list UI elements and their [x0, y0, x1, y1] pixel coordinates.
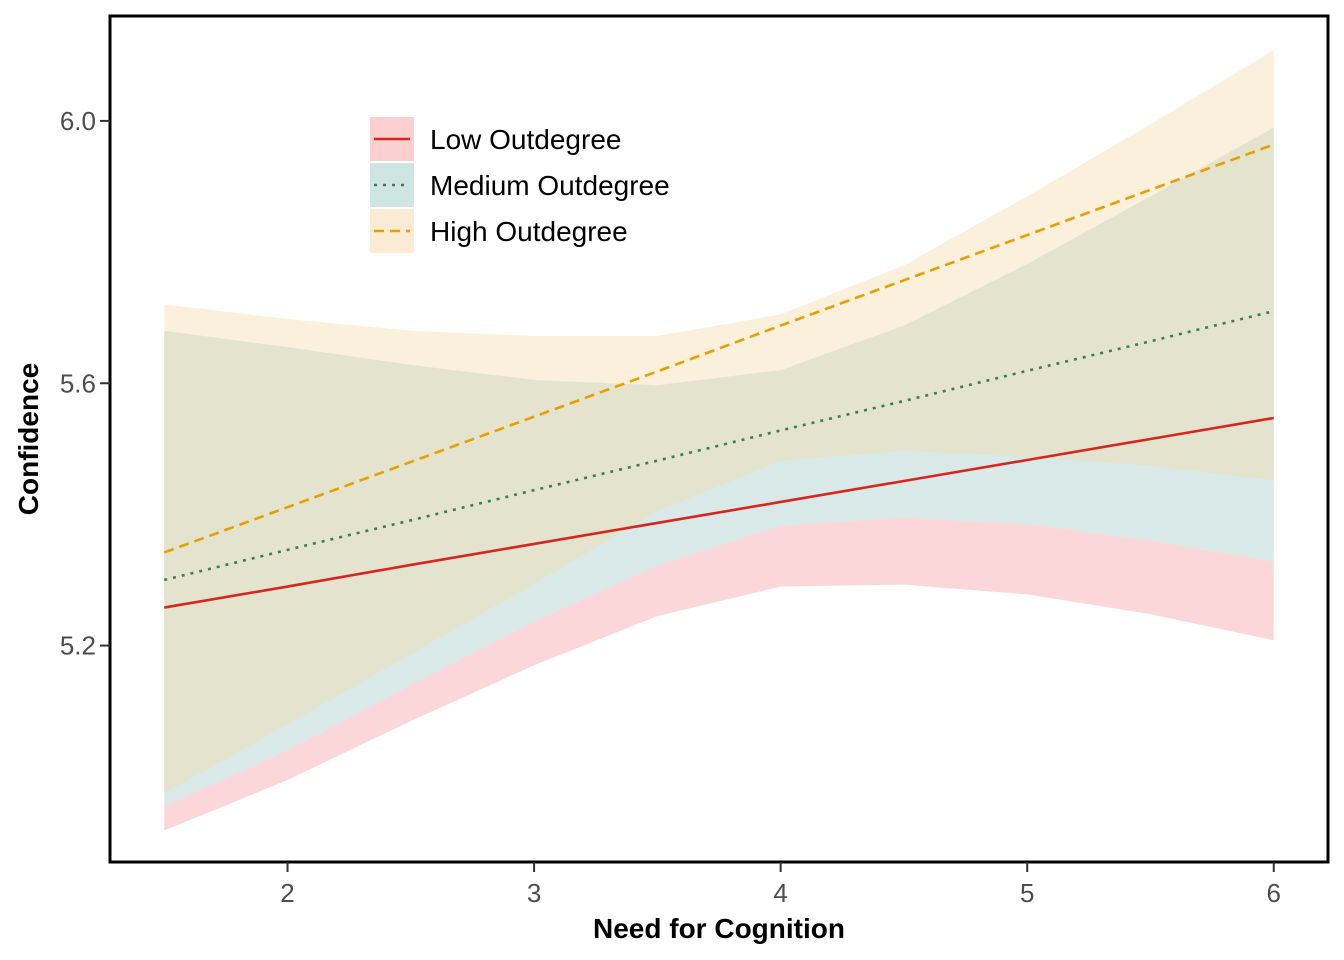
- legend-label-low-outdegree: Low Outdegree: [430, 124, 621, 155]
- band-medium-outdegree: [164, 127, 1274, 807]
- band-high-outdegree: [164, 50, 1274, 794]
- legend: Low Outdegree Medium Outdegree High Outdeg…: [370, 117, 670, 253]
- series-lines: [163, 143, 1275, 609]
- line-medium-outdegree: [163, 309, 1275, 582]
- x-tick-label-3: 3: [527, 878, 541, 908]
- y-axis: 5.2 5.6 6.0: [60, 106, 110, 661]
- legend-label-high-outdegree: High Outdegree: [430, 216, 628, 247]
- y-tick-label-6: 6.0: [60, 106, 96, 136]
- plot-frame: [108, 14, 1330, 864]
- x-tick-label-2: 2: [280, 878, 294, 908]
- line-low-outdegree: [164, 416, 1274, 609]
- x-tick-label-5: 5: [1020, 878, 1034, 908]
- x-tick-label-4: 4: [773, 878, 787, 908]
- x-axis: 2 3 4 5 6: [280, 862, 1281, 908]
- x-tick-label-6: 6: [1267, 878, 1281, 908]
- line-high-outdegree: [163, 143, 1275, 554]
- x-axis-title: Need for Cognition: [593, 913, 845, 944]
- legend-label-medium-outdegree: Medium Outdegree: [430, 170, 670, 201]
- y-tick-label-5-6: 5.6: [60, 368, 96, 398]
- band-low-outdegree: [164, 517, 1274, 831]
- y-tick-label-5-2: 5.2: [60, 631, 96, 661]
- y-axis-title: Confidence: [13, 363, 44, 515]
- confidence-bands: [164, 50, 1274, 831]
